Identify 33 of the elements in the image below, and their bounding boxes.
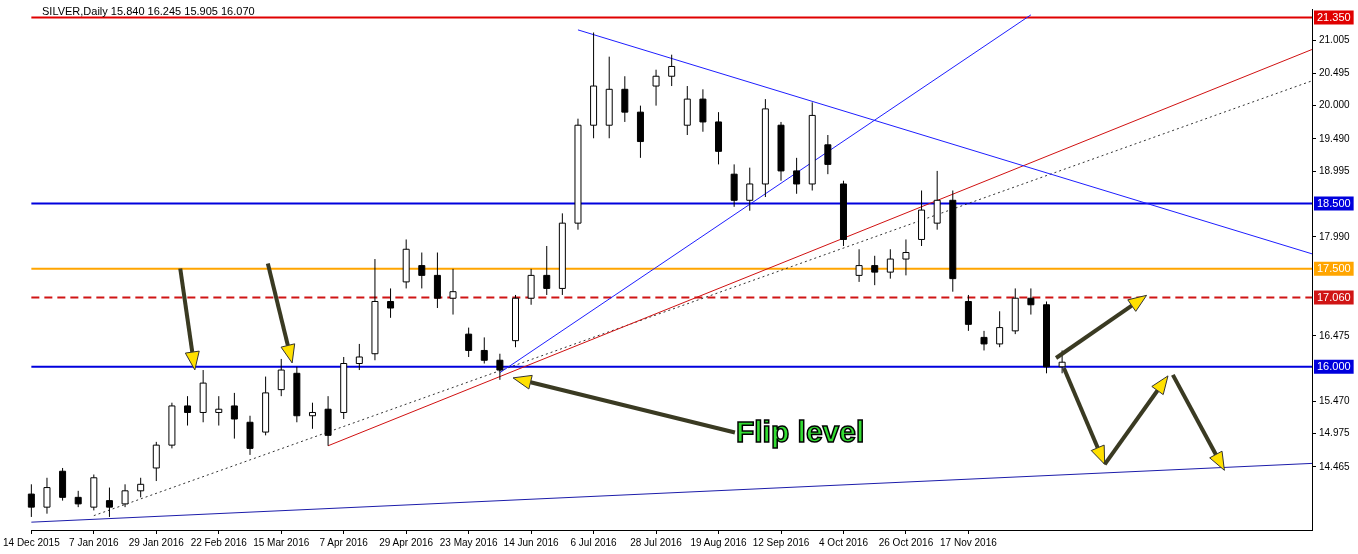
y-tick-label: 20.000	[1319, 99, 1351, 111]
y-tick-label: 15.470	[1319, 395, 1351, 407]
x-tick-label: 29 Apr 2016	[379, 536, 434, 548]
annotation: Flip level	[735, 414, 865, 449]
x-tick-label: 4 Oct 2016	[819, 536, 869, 548]
x-tick-label: 14 Jun 2016	[503, 536, 560, 548]
ref-line-label: 16.000	[1317, 359, 1351, 372]
x-tick-label: 23 May 2016	[439, 536, 498, 548]
y-tick-label: 17.990	[1319, 230, 1351, 242]
chart-title: SILVER,Daily 15.840 16.245 15.905 16.070	[42, 5, 255, 17]
x-tick-label: 14 Dec 2015	[3, 536, 61, 548]
y-tick-label: 14.465	[1319, 460, 1351, 472]
x-tick-label: 12 Sep 2016	[752, 536, 810, 548]
ref-line-label: 18.500	[1317, 196, 1351, 209]
y-tick-label: 20.495	[1319, 67, 1351, 79]
y-tick-label: 21.005	[1319, 33, 1351, 45]
y-tick-label: 19.490	[1319, 132, 1351, 144]
x-tick-label: 28 Jul 2016	[630, 536, 683, 548]
x-tick-label: 7 Apr 2016	[319, 536, 369, 548]
x-tick-label: 17 Nov 2016	[940, 536, 998, 548]
x-tick-label: 19 Aug 2016	[690, 536, 748, 548]
ref-line-label: 17.500	[1317, 261, 1351, 274]
x-tick-label: 26 Oct 2016	[878, 536, 934, 548]
x-tick-label: 15 Mar 2016	[253, 536, 310, 548]
x-tick-label: 7 Jan 2016	[69, 536, 119, 548]
x-tick-label: 6 Jul 2016	[570, 536, 618, 548]
x-tick-label: 29 Jan 2016	[128, 536, 185, 548]
ref-line-label: 17.060	[1317, 290, 1351, 303]
y-tick-label: 16.475	[1319, 329, 1351, 341]
ref-line-label: 21.350	[1317, 10, 1351, 23]
y-tick-label: 18.995	[1319, 164, 1351, 176]
y-tick-label: 14.975	[1319, 427, 1351, 439]
x-tick-label: 22 Feb 2016	[190, 536, 248, 548]
